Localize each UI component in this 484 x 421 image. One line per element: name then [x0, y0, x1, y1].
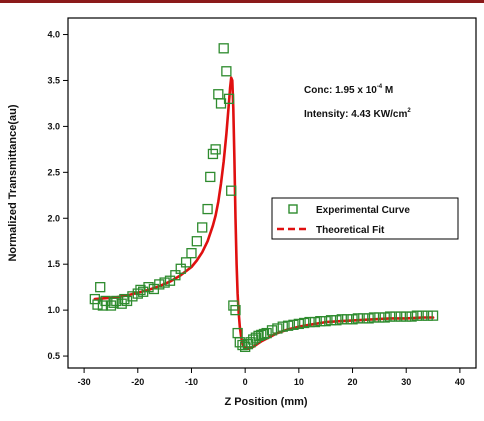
- experimental-point: [342, 314, 353, 325]
- experimental-point: [226, 185, 237, 196]
- experimental-point: [315, 315, 326, 327]
- y-tick-label: 1.0: [47, 305, 60, 315]
- top-border-stripe: [0, 0, 484, 3]
- experimental-point: [374, 312, 385, 323]
- experimental-point: [266, 325, 278, 336]
- experimental-point: [92, 299, 103, 310]
- experimental-point: [175, 263, 186, 274]
- axis-ticks: -30 -20 -10 0 10 20 30 40 0.5 1.0 1.5 2.0 2.5 3.0 3.5 4…: [47, 30, 464, 387]
- intensity-annotation: Intensity: 4.43 KW/cm2: [304, 108, 411, 120]
- experimental-point: [299, 317, 310, 329]
- experimental-point: [210, 144, 221, 155]
- experimental-point: [186, 248, 197, 259]
- experimental-point: [417, 310, 428, 321]
- experimental-point: [406, 311, 417, 322]
- experimental-point: [89, 293, 100, 305]
- experimental-point: [401, 311, 412, 322]
- experimental-point: [218, 43, 229, 54]
- y-tick-label: 3.0: [47, 121, 60, 131]
- legend-experimental-marker: [288, 204, 298, 214]
- experimental-point: [108, 297, 119, 308]
- experimental-point: [258, 328, 270, 340]
- experimental-point: [202, 203, 213, 215]
- x-tick-label: 40: [455, 377, 465, 387]
- experimental-point: [164, 275, 176, 286]
- y-axis-title: Normalized Transmittance(au): [7, 104, 19, 261]
- x-tick-label: 10: [294, 377, 304, 387]
- experimental-point: [154, 279, 165, 290]
- experimental-point: [253, 330, 264, 341]
- experimental-point: [213, 89, 224, 100]
- experimental-point: [197, 222, 208, 233]
- experimental-point: [282, 320, 294, 331]
- experimental-point: [95, 282, 106, 293]
- experimental-point: [170, 270, 181, 281]
- y-tick-label: 1.5: [47, 259, 60, 269]
- x-tick-label: 30: [401, 377, 411, 387]
- experimental-point: [180, 257, 192, 268]
- experimental-point: [352, 313, 364, 324]
- x-tick-label: 0: [243, 377, 248, 387]
- experimental-point: [191, 236, 202, 247]
- x-tick-label: -20: [131, 377, 144, 387]
- experimental-point: [379, 312, 390, 323]
- experimental-point: [237, 339, 248, 351]
- experimental-point: [293, 318, 304, 330]
- experimental-point: [256, 329, 267, 341]
- experimental-point: [288, 319, 299, 330]
- y-tick-label: 2.5: [47, 167, 60, 177]
- y-tick-label: 0.5: [47, 351, 60, 361]
- experimental-point: [143, 282, 154, 293]
- experimental-point: [111, 295, 122, 307]
- legend-experimental-label: Experimental Curve: [316, 205, 410, 216]
- y-tick-label: 3.5: [47, 75, 60, 85]
- experimental-markers-layer: [89, 43, 439, 353]
- experimental-point: [331, 315, 342, 326]
- legend-fit-label: Theoretical Fit: [316, 225, 385, 236]
- x-axis-title: Z Position (mm): [224, 396, 307, 408]
- experimental-point: [390, 311, 401, 322]
- experimental-point: [304, 316, 315, 328]
- experimental-point: [309, 316, 321, 328]
- experimental-point: [159, 277, 170, 288]
- experimental-point: [358, 313, 369, 324]
- concentration-annotation: Conc: 1.95 x 10-4 M: [304, 84, 393, 96]
- experimental-point: [230, 304, 241, 316]
- x-tick-label: -30: [78, 377, 91, 387]
- experimental-point: [411, 310, 423, 321]
- x-tick-label: -10: [185, 377, 198, 387]
- experimental-point: [250, 332, 262, 343]
- experimental-point: [132, 288, 143, 299]
- experimental-point: [395, 311, 406, 322]
- experimental-point: [221, 66, 232, 77]
- experimental-point: [135, 284, 146, 296]
- experimental-point: [277, 321, 288, 332]
- legend-box: [271, 197, 459, 240]
- experimental-point: [363, 313, 374, 324]
- experimental-point: [422, 310, 433, 321]
- experimental-point: [336, 314, 347, 325]
- experimental-point: [325, 315, 337, 326]
- x-tick-label: 20: [348, 377, 358, 387]
- legend: Experimental Curve Theoretical Fit: [271, 197, 459, 240]
- experimental-point: [272, 323, 283, 334]
- experimental-point: [368, 312, 380, 323]
- experimental-point: [127, 291, 138, 302]
- y-tick-label: 4.0: [47, 30, 60, 40]
- y-tick-label: 2.0: [47, 213, 60, 223]
- experimental-point: [384, 311, 396, 322]
- experimental-point: [223, 93, 235, 104]
- experimental-point: [347, 314, 358, 325]
- experimental-point: [320, 315, 331, 327]
- experimental-point: [427, 310, 439, 321]
- experimental-point: [205, 171, 216, 183]
- plot-frame: [67, 17, 477, 369]
- experimental-point: [119, 293, 130, 305]
- experimental-point: [261, 327, 272, 339]
